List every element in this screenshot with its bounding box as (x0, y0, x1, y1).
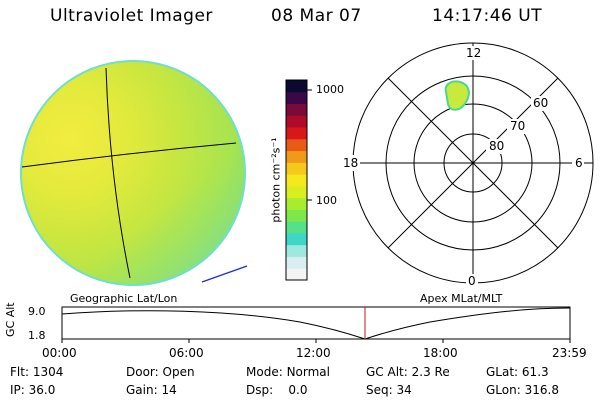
colorbar-cell (286, 209, 307, 222)
polar-ring-label-80: 80 (489, 139, 505, 153)
instrument-title: Ultraviolet Imager (50, 6, 213, 26)
colorbar-cell (286, 174, 307, 187)
status-door: Door: Open (126, 365, 195, 379)
image-date: 08 Mar 07 (271, 6, 362, 26)
polar-ring-label-70: 70 (510, 119, 526, 133)
colorbar-label-100: 100 (316, 194, 337, 207)
polar-label-bg-18 (340, 155, 360, 171)
sun-vector-line (201, 265, 248, 283)
longitude-line (105, 67, 131, 279)
status-glat: GLat: 61.3 (486, 365, 549, 379)
colorbar-cell (286, 244, 307, 257)
timeline-tick-0: 00:00 (42, 346, 77, 360)
colorbar-cell (286, 185, 307, 199)
status-flt: Flt: 1304 (10, 365, 64, 379)
colorbar-cell (286, 138, 307, 152)
colorbar-cell (286, 80, 307, 93)
globe-limb (20, 60, 246, 286)
status-mode: Mode: Normal (246, 365, 330, 379)
timeline-tick-2: 12:00 (296, 346, 331, 360)
status-gain: Gain: 14 (126, 383, 177, 397)
colorbar-cell (286, 268, 307, 281)
status-glon: GLon: 316.8 (486, 383, 559, 397)
timeline-tick-3: 18:00 (423, 346, 458, 360)
timeline-right-title: Apex MLat/MLT (420, 292, 503, 305)
colorbar-cell (286, 91, 307, 105)
timeline-y-bottom: 1.8 (28, 329, 46, 342)
timeline-ticks (61, 339, 571, 343)
colorbar-cell (286, 162, 307, 175)
polar-diagonal-2 (387, 77, 559, 249)
colorbar-scale (286, 80, 307, 281)
status-seq: Seq: 34 (366, 383, 412, 397)
polar-label-6: 6 (575, 156, 583, 170)
status-dsp: Dsp: 0.0 (246, 383, 308, 397)
polar-label-bg-60 (531, 96, 553, 111)
colorbar-cell (286, 127, 307, 140)
auroral-patch (444, 80, 470, 111)
timeline-tick-1: 06:00 (169, 346, 204, 360)
globe-shading (21, 61, 245, 285)
polar-label-bg-6 (572, 155, 584, 171)
colorbar-cell (286, 256, 307, 269)
colorbar-frame (285, 79, 308, 281)
polar-label-0: 0 (468, 274, 476, 288)
polar-label-bg-12 (466, 46, 480, 60)
polar-label-18: 18 (343, 156, 359, 170)
image-time: 14:17:46 UT (432, 6, 543, 26)
colorbar-cell (286, 150, 307, 163)
timeline-frame (61, 306, 571, 340)
latitude-line (21, 142, 237, 168)
status-ip: IP: 36.0 (10, 383, 56, 397)
colorbar-cell (286, 115, 307, 128)
colorbar-label-1000: 1000 (316, 83, 344, 96)
polar-label-12: 12 (466, 46, 482, 60)
colorbar-cell (286, 103, 307, 116)
polar-ring-label-60: 60 (533, 96, 549, 110)
timeline-tick-4: 23:59 (552, 346, 587, 360)
status-gc-alt: GC Alt: 2.3 Re (366, 365, 450, 379)
colorbar-cell (286, 232, 307, 246)
polar-label-bg-70 (507, 119, 529, 134)
polar-label-bg-0 (466, 274, 478, 288)
timeline-y-top: 9.0 (28, 305, 46, 318)
colorbar-cell (286, 221, 307, 234)
polar-label-bg-80 (486, 139, 508, 154)
timeline-left-title: Geographic Lat/Lon (70, 292, 178, 305)
colorbar-cell (286, 197, 307, 210)
altitude-curve (61, 307, 571, 340)
